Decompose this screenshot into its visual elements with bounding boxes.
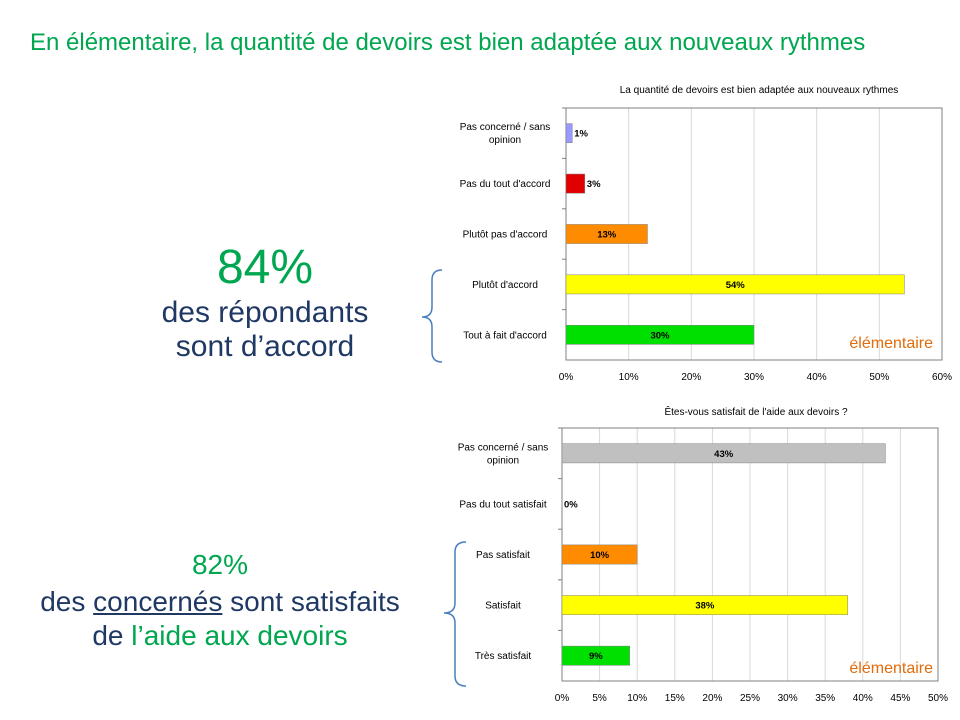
x-tick-label: 50% <box>928 693 948 704</box>
data-label: 10% <box>590 550 610 561</box>
category-label: Pas concerné / sans <box>458 442 549 453</box>
chart-homework-help-satisfaction: Êtes-vous satisfait de l'aide aux devoir… <box>458 405 948 704</box>
data-label: 30% <box>650 330 670 341</box>
x-tick-label: 30% <box>778 693 798 704</box>
bar <box>565 324 755 345</box>
data-label: 43% <box>714 449 734 460</box>
bracket-agreement <box>421 269 443 363</box>
category-label: Pas du tout d'accord <box>460 179 551 190</box>
chart-title: Êtes-vous satisfait de l'aide aux devoir… <box>664 405 848 418</box>
slide-title: En élémentaire, la quantité de devoirs e… <box>30 29 866 56</box>
category-label: opinion <box>487 455 519 466</box>
bar <box>561 645 630 666</box>
stat-satisfaction-line1-a: des <box>40 586 94 617</box>
data-label: 3% <box>587 179 601 190</box>
stat-satisfaction-line1: des concernés sont satisfaits <box>10 585 430 619</box>
data-label: 1% <box>574 129 588 140</box>
x-tick-label: 5% <box>592 693 607 704</box>
category-label: Pas satisfait <box>476 550 530 561</box>
stat-satisfaction-concerned: concernés <box>93 586 223 617</box>
stat-satisfaction-line1-c: sont satisfaits <box>222 586 400 617</box>
x-tick-label: 40% <box>807 372 827 383</box>
data-label: 13% <box>597 230 617 241</box>
chart-annotation: élémentaire <box>849 335 933 352</box>
x-tick-label: 25% <box>740 693 760 704</box>
x-tick-label: 30% <box>744 372 764 383</box>
chart-homework-quantity: La quantité de devoirs est bien adaptée … <box>460 85 953 383</box>
x-tick-label: 0% <box>559 372 574 383</box>
category-label: Très satisfait <box>475 651 532 662</box>
x-tick-label: 15% <box>665 693 685 704</box>
bar <box>565 173 586 194</box>
stat-satisfaction: 82% des concernés sont satisfaits de l’a… <box>10 545 430 653</box>
category-label: opinion <box>489 135 521 146</box>
bar <box>561 595 849 615</box>
category-label: Pas concerné / sans <box>460 122 551 133</box>
stat-agreement-percent: 84% <box>216 241 314 294</box>
category-label: Plutôt pas d'accord <box>463 230 548 241</box>
category-label: Pas du tout satisfait <box>459 499 546 510</box>
x-tick-label: 10% <box>619 372 639 383</box>
bar <box>565 274 905 295</box>
data-label: 0% <box>564 499 578 510</box>
x-tick-label: 50% <box>869 372 889 383</box>
data-label: 38% <box>695 601 715 612</box>
stat-agreement: 84% des répondants sont d’accord <box>150 240 380 364</box>
category-label: Plutôt d'accord <box>472 280 538 291</box>
x-tick-label: 20% <box>681 372 701 383</box>
x-tick-label: 10% <box>627 693 647 704</box>
data-label: 54% <box>726 280 746 291</box>
bar <box>561 544 638 565</box>
bar <box>561 443 886 464</box>
chart-annotation: élémentaire <box>849 660 933 677</box>
stat-agreement-line2: sont d’accord <box>175 330 355 363</box>
category-label: Satisfait <box>485 601 521 612</box>
bar <box>565 224 648 244</box>
x-tick-label: 35% <box>815 693 835 704</box>
stat-satisfaction-percent: 82% <box>191 549 249 580</box>
x-tick-label: 0% <box>555 693 570 704</box>
category-label: Tout à fait d'accord <box>463 330 547 341</box>
stat-satisfaction-homework-help: l’aide aux devoirs <box>131 620 348 651</box>
x-tick-label: 40% <box>853 693 873 704</box>
bar <box>565 123 573 144</box>
stat-satisfaction-line2: de l’aide aux devoirs <box>10 619 430 653</box>
chart-title: La quantité de devoirs est bien adaptée … <box>620 85 899 96</box>
data-label: 9% <box>589 651 603 662</box>
stat-satisfaction-line2-a: de <box>92 620 132 651</box>
x-tick-label: 45% <box>890 693 910 704</box>
x-tick-label: 20% <box>702 693 722 704</box>
stat-agreement-line1: des répondants <box>161 296 369 329</box>
x-tick-label: 60% <box>932 372 952 383</box>
